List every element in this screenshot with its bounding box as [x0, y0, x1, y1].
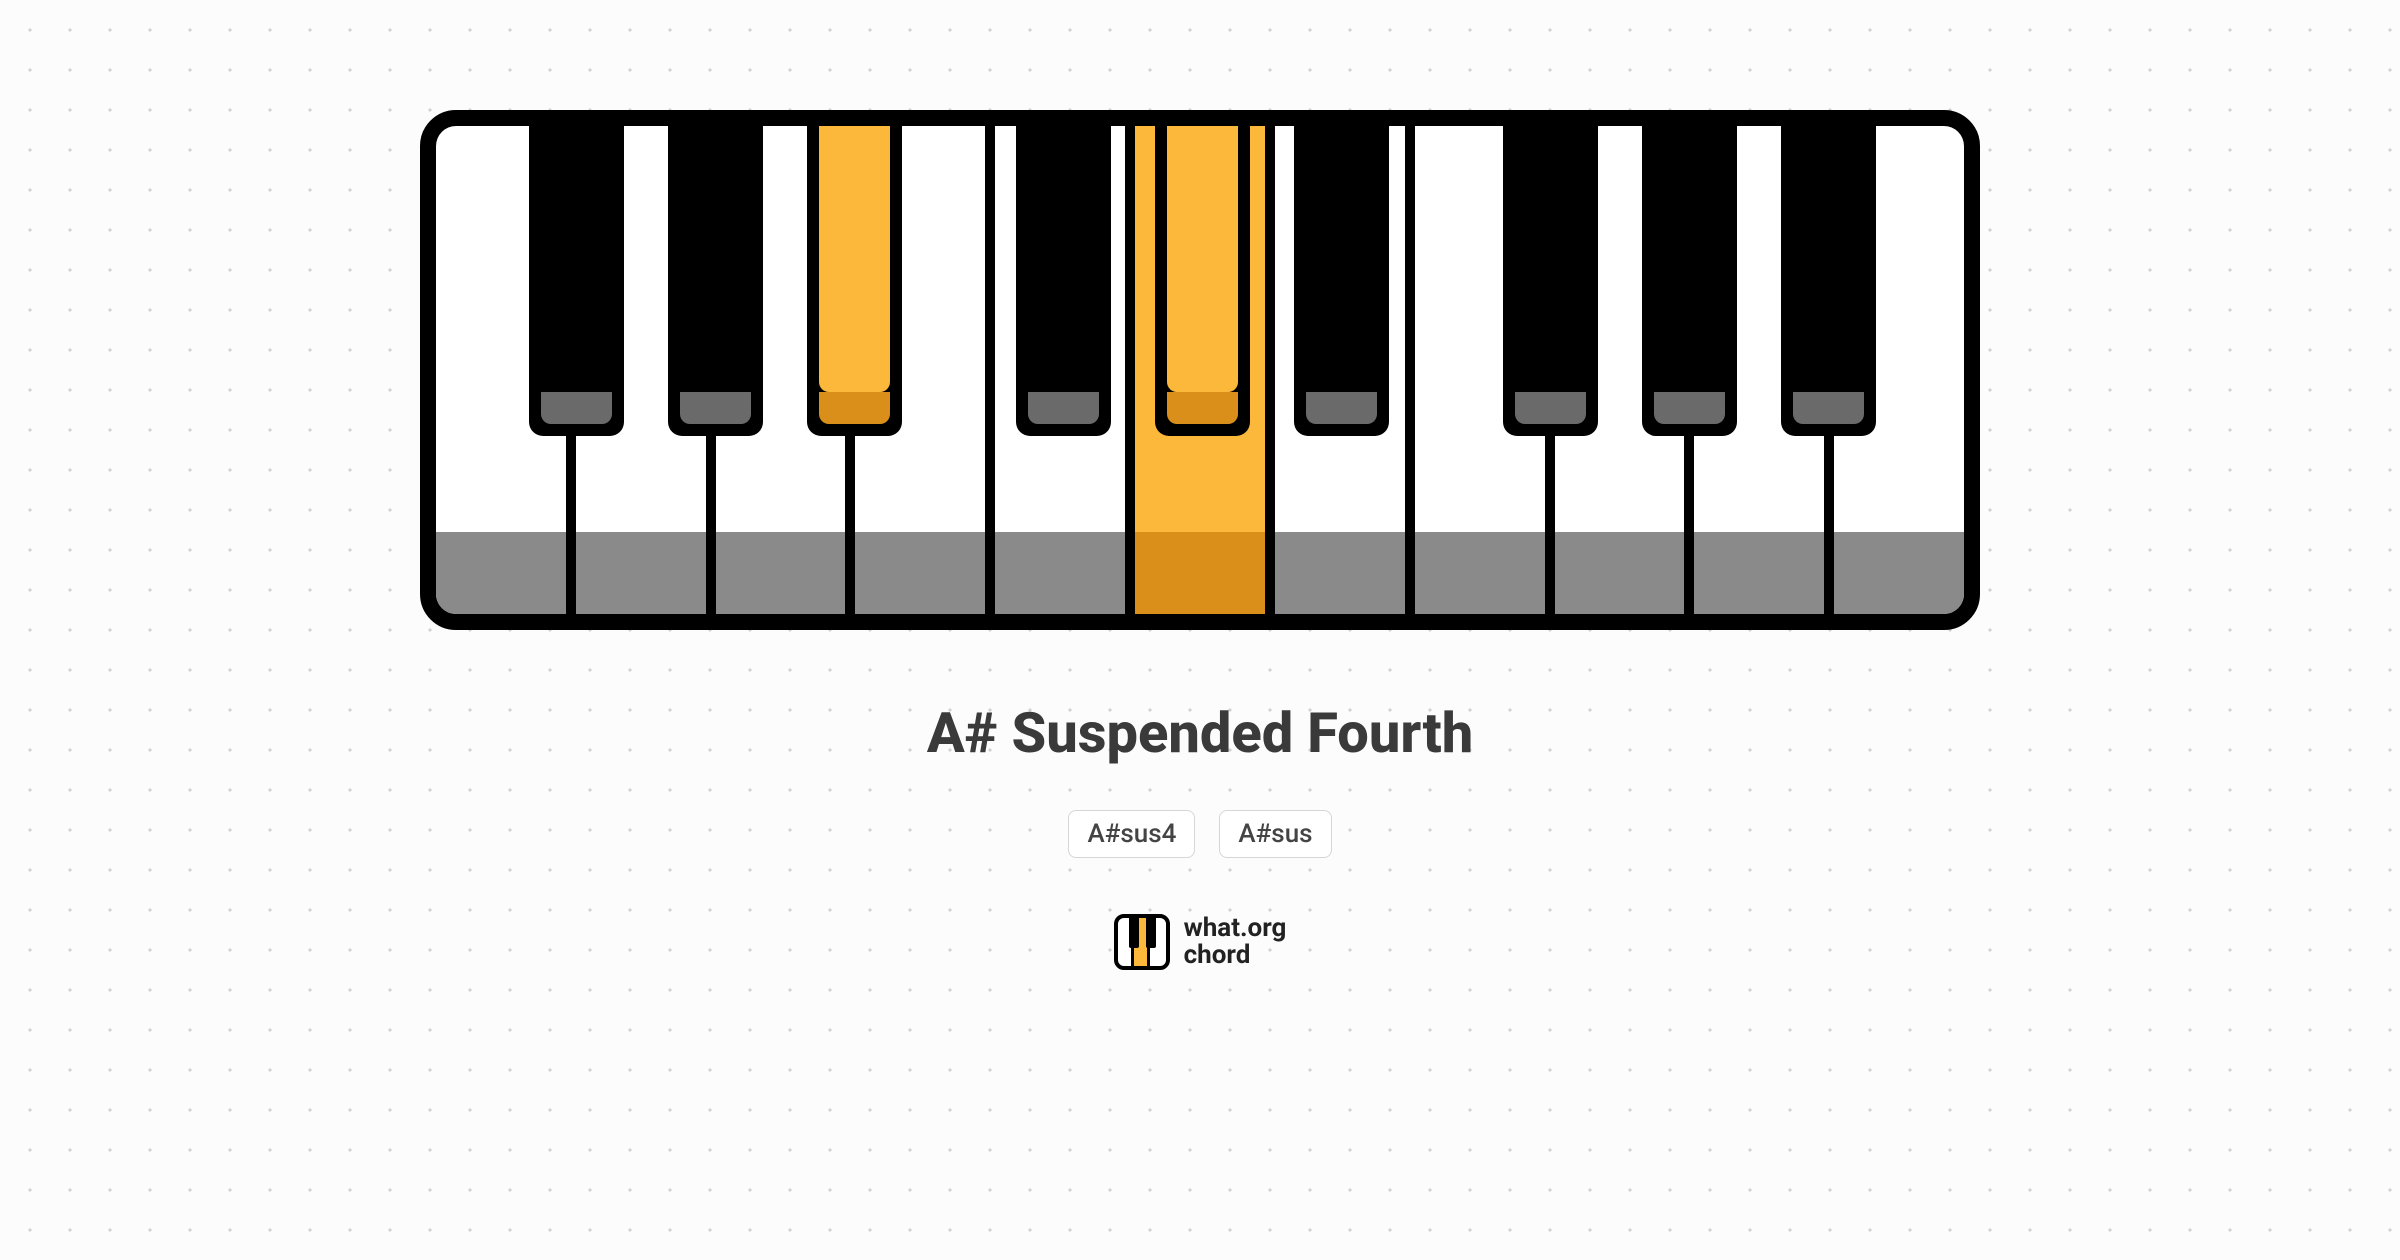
- keyboard-frame: [420, 110, 1980, 630]
- white-key: [436, 126, 576, 614]
- white-key: [576, 126, 716, 614]
- logo-text: what.org chord: [1184, 915, 1287, 970]
- white-key: [1275, 126, 1415, 614]
- white-key: [1555, 126, 1695, 614]
- piano-keyboard: [420, 110, 1980, 630]
- white-key: [1415, 126, 1555, 614]
- white-keys-row: [436, 126, 1964, 614]
- white-key: [1694, 126, 1834, 614]
- logo-text-bottom: chord: [1184, 942, 1287, 969]
- white-key: [716, 126, 856, 614]
- white-key: [1834, 126, 1964, 614]
- site-logo: what.org chord: [1114, 914, 1287, 970]
- chord-name: A# Suspended Fourth: [927, 700, 1473, 766]
- white-key: [1135, 126, 1275, 614]
- chord-alias: A#sus: [1219, 810, 1331, 858]
- chord-alias: A#sus4: [1068, 810, 1195, 858]
- white-key: [855, 126, 995, 614]
- chord-aliases: A#sus4 A#sus: [1068, 810, 1331, 858]
- logo-icon: [1114, 914, 1170, 970]
- logo-text-top: what.org: [1184, 915, 1287, 942]
- white-key: [995, 126, 1135, 614]
